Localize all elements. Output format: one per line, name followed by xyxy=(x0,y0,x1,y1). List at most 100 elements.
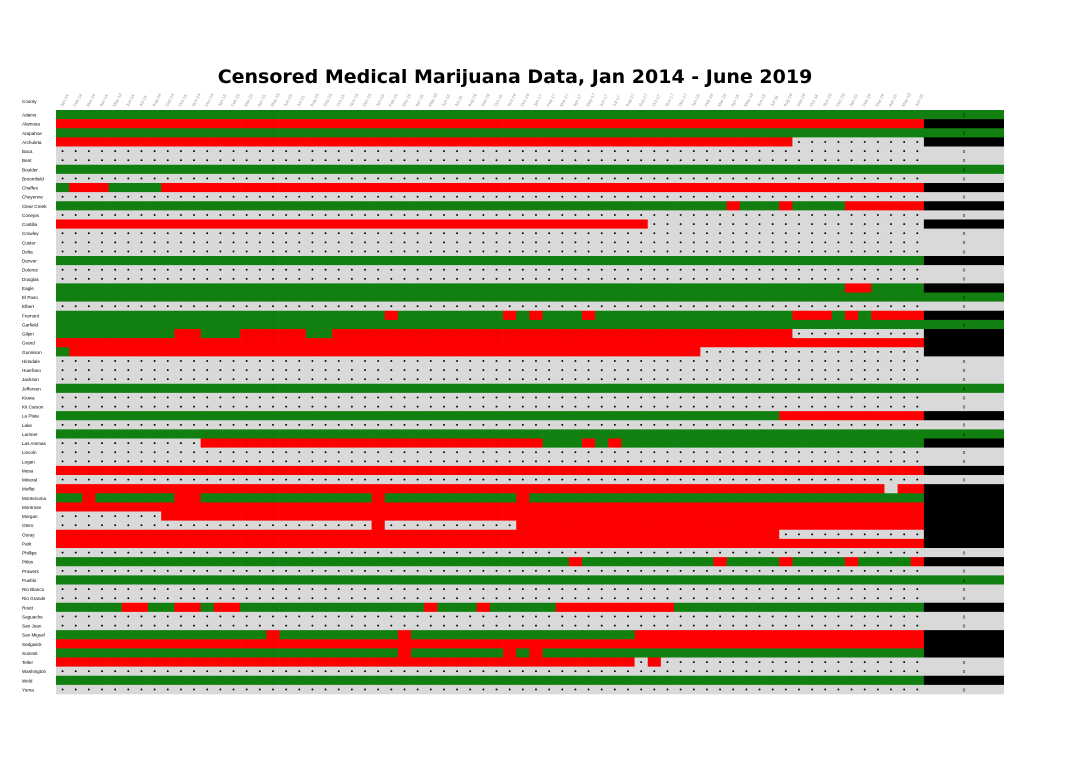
heatmap-cell xyxy=(489,292,504,302)
cell-dot xyxy=(771,213,774,216)
heatmap-cell xyxy=(779,319,793,330)
month-tick-label: Apr-14 xyxy=(98,93,109,107)
cell-dot xyxy=(522,205,524,207)
cell-dot xyxy=(430,205,432,207)
month-tick-label: Nov-14 xyxy=(191,92,202,107)
cell-dot xyxy=(916,241,919,244)
cell-dot xyxy=(101,187,103,189)
cell-dot xyxy=(916,140,919,143)
heatmap-cell xyxy=(187,128,201,138)
heatmap-cell xyxy=(411,292,425,302)
cell-dot xyxy=(233,287,235,289)
cell-dot xyxy=(851,314,853,316)
cell-dot xyxy=(206,369,209,372)
heatmap-cell xyxy=(82,183,96,193)
cell-dot xyxy=(548,177,551,180)
cell-dot xyxy=(469,342,471,344)
heatmap-cell xyxy=(292,201,307,211)
heatmap-cell xyxy=(95,110,109,120)
cell-dot xyxy=(456,433,458,435)
heatmap-cell xyxy=(240,310,254,321)
cell-dot xyxy=(153,305,156,308)
month-tick-label: Apr-16 xyxy=(414,93,425,107)
cell-dot xyxy=(588,205,590,207)
cell-dot xyxy=(561,396,564,399)
cell-dot xyxy=(903,250,906,253)
heatmap-cell xyxy=(56,256,70,266)
cell-dot xyxy=(456,114,458,116)
heatmap-cell xyxy=(121,137,136,147)
heatmap-cell xyxy=(437,292,451,302)
cell-dot xyxy=(390,333,392,335)
cell-dot xyxy=(74,177,77,180)
cell-dot xyxy=(640,351,642,353)
heatmap-cell xyxy=(187,110,201,120)
cell-dot xyxy=(864,342,866,344)
heatmap-cell xyxy=(595,338,609,348)
cell-dot xyxy=(890,150,892,153)
cell-dot xyxy=(837,223,840,226)
cell-dot xyxy=(798,132,800,134)
heatmap-cell xyxy=(82,319,96,330)
cell-dot xyxy=(298,114,300,116)
cell-dot xyxy=(456,296,458,298)
cell-dot xyxy=(219,260,221,262)
cell-dot xyxy=(140,213,143,216)
heatmap-cell xyxy=(582,183,596,193)
heatmap-cell xyxy=(95,319,109,330)
heatmap-cell xyxy=(871,119,885,129)
cell-dot xyxy=(351,323,353,325)
heatmap-cell xyxy=(384,183,399,193)
cell-dot xyxy=(771,223,774,226)
cell-dot xyxy=(456,250,459,253)
heatmap-cell xyxy=(910,292,925,302)
month-tick-label: Sep-14 xyxy=(164,92,175,107)
cell-dot xyxy=(351,114,353,116)
heatmap-cell xyxy=(292,383,307,394)
heatmap-cell xyxy=(332,338,346,348)
cell-dot xyxy=(745,442,747,444)
heatmap-cell xyxy=(56,110,70,120)
cell-dot xyxy=(732,241,735,244)
heatmap-cell xyxy=(358,283,372,293)
cell-dot xyxy=(627,150,629,153)
cell-dot xyxy=(732,369,735,372)
cell-dot xyxy=(719,433,721,435)
cell-dot xyxy=(798,287,800,289)
cell-dot xyxy=(272,287,274,289)
cell-dot xyxy=(429,268,432,271)
cell-dot xyxy=(903,268,906,271)
heatmap-cell xyxy=(240,283,254,293)
heatmap-cell xyxy=(871,319,885,330)
heatmap-cell xyxy=(292,137,307,147)
cell-dot xyxy=(377,378,380,381)
heatmap-cell xyxy=(161,319,175,330)
heatmap-cell xyxy=(371,283,386,293)
heatmap-cell xyxy=(371,164,386,175)
cell-dot xyxy=(627,250,629,253)
cell-dot xyxy=(324,359,327,362)
cell-dot xyxy=(771,195,774,198)
cell-dot xyxy=(311,159,314,162)
heatmap-cell xyxy=(910,128,925,138)
cell-dot xyxy=(627,405,629,408)
cell-dot xyxy=(206,132,208,134)
cell-dot xyxy=(219,268,222,271)
cell-dot xyxy=(482,359,485,362)
cell-dot xyxy=(732,123,734,125)
cell-dot xyxy=(285,141,287,143)
cell-dot xyxy=(824,369,827,372)
cell-dot xyxy=(364,359,366,362)
month-tick-label: Jan-14 xyxy=(59,93,70,108)
cell-dot xyxy=(140,323,142,325)
heatmap-cell xyxy=(200,137,215,147)
cell-dot xyxy=(877,260,879,262)
heatmap-cell xyxy=(687,128,701,138)
heatmap-cell xyxy=(292,183,307,193)
cell-dot xyxy=(233,223,235,225)
cell-dot xyxy=(259,342,261,344)
cell-dot xyxy=(469,305,472,308)
cell-dot xyxy=(679,369,682,372)
cell-dot xyxy=(337,241,340,244)
heatmap-cell xyxy=(884,110,898,120)
